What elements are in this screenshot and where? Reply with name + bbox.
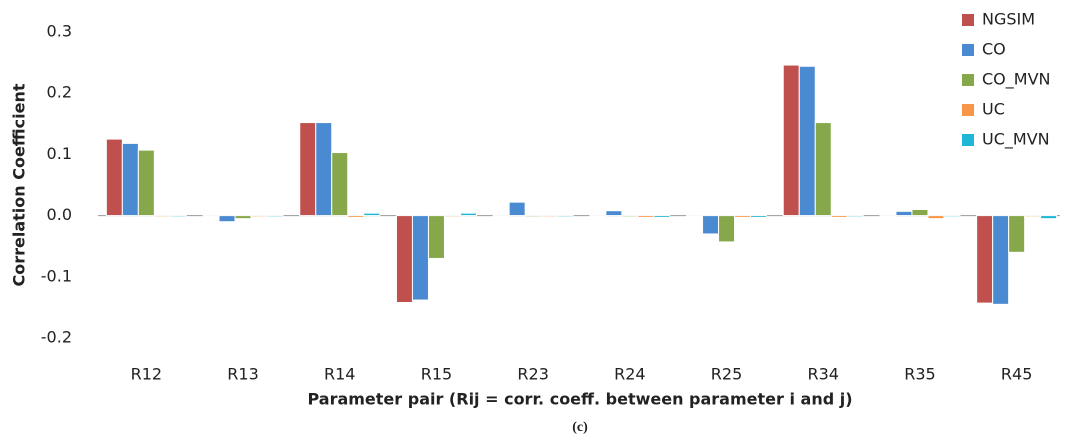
legend-label: UC [982, 100, 1005, 119]
bar [524, 215, 542, 218]
legend-swatch [962, 134, 974, 146]
x-tick-label: R12 [131, 365, 162, 384]
bar [798, 65, 816, 217]
bar [234, 215, 252, 220]
bar [1008, 215, 1026, 253]
caption: (c) [572, 420, 588, 435]
bar [556, 215, 574, 218]
bar [459, 212, 477, 217]
x-tick-label: R23 [517, 365, 548, 384]
bar [734, 215, 752, 218]
x-tick-label: R45 [1001, 365, 1032, 384]
legend-swatch [962, 104, 974, 116]
bar [895, 210, 913, 217]
bar [137, 149, 155, 217]
bar [943, 215, 961, 218]
bar [508, 201, 526, 217]
y-tick-label: -0.2 [41, 328, 72, 347]
bar [492, 215, 510, 217]
bar [1040, 215, 1058, 220]
bar [427, 215, 445, 259]
bar [750, 215, 768, 218]
bar [702, 215, 720, 235]
bar [250, 215, 268, 218]
x-axis-label: Parameter pair (Rij = corr. coeff. betwe… [307, 390, 852, 409]
bar [879, 215, 897, 217]
legend-swatch [962, 14, 974, 26]
bar [121, 142, 139, 217]
bar [331, 152, 349, 217]
legend-swatch [962, 74, 974, 86]
y-tick-label: 0.3 [47, 22, 72, 41]
y-tick-label: 0.0 [47, 205, 72, 224]
legend-label: CO [982, 40, 1006, 59]
x-tick-label: R15 [421, 365, 452, 384]
bar [540, 215, 558, 218]
bar [718, 215, 736, 243]
legend-swatch [962, 44, 974, 56]
bar [653, 215, 671, 218]
bar [299, 122, 317, 217]
bar [443, 215, 461, 218]
y-tick-label: 0.2 [47, 83, 72, 102]
bar [363, 212, 381, 217]
bar [605, 210, 623, 217]
bar [315, 122, 333, 217]
bar [169, 215, 187, 218]
bar [395, 215, 413, 304]
x-tick-label: R25 [711, 365, 742, 384]
bar [347, 215, 365, 218]
bar [911, 208, 929, 217]
bar [782, 64, 800, 217]
bar [621, 215, 639, 218]
bar [814, 122, 832, 217]
bar [846, 215, 864, 218]
x-tick-label: R35 [904, 365, 935, 384]
bar [202, 215, 220, 217]
bar [992, 215, 1010, 305]
x-tick-label: R34 [808, 365, 839, 384]
bar [218, 215, 236, 223]
bar [976, 215, 994, 304]
bar [589, 215, 607, 217]
bar [153, 215, 171, 218]
bar [830, 215, 848, 218]
bar [637, 215, 655, 218]
y-tick-label: -0.1 [41, 266, 72, 285]
y-axis-label: Correlation Coefficient [10, 83, 29, 286]
y-tick-label: 0.1 [47, 144, 72, 163]
bar [1024, 215, 1042, 218]
bar [411, 215, 429, 301]
x-tick-label: R13 [227, 365, 258, 384]
bar [105, 138, 123, 217]
bar [927, 215, 945, 220]
bar [686, 215, 704, 217]
legend-label: CO_MVN [982, 70, 1050, 90]
x-tick-label: R14 [324, 365, 355, 384]
bar [266, 215, 284, 218]
legend-label: NGSIM [982, 10, 1035, 29]
x-tick-label: R24 [614, 365, 645, 384]
legend-label: UC_MVN [982, 130, 1050, 150]
